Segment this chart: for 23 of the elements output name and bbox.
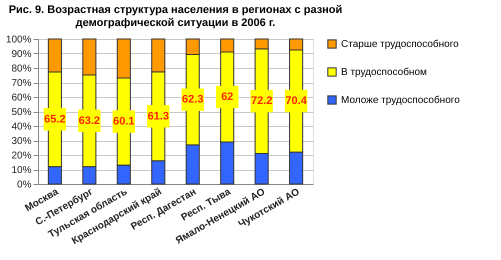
y-tick-label: 30% xyxy=(11,136,32,147)
y-tick-label: 40% xyxy=(11,122,32,132)
data-label: 65.2 xyxy=(44,113,66,126)
data-label: 62.3 xyxy=(182,94,204,106)
legend-label: Моложе трудоспособного xyxy=(341,95,460,106)
data-label: 62 xyxy=(221,91,234,103)
y-tick-label: 20% xyxy=(11,150,32,162)
y-tick-label: 50% xyxy=(11,107,32,118)
y-tick-label: 80% xyxy=(11,64,32,74)
y-tick-label: 100% xyxy=(6,34,32,46)
y-tick-label: 60% xyxy=(11,92,32,104)
y-tick-label: 90% xyxy=(11,49,32,60)
legend-label: Старше трудоспособного xyxy=(341,39,460,50)
legend-label: В трудоспособном xyxy=(341,67,428,78)
data-label: 63.2 xyxy=(78,114,100,127)
data-label: 70.4 xyxy=(285,95,308,108)
y-tick-label: 0% xyxy=(17,180,32,190)
data-label: 72.2 xyxy=(250,95,272,108)
chart-title: Рис. 9. Возрастная структура населения в регионах с разной демографической ситуации в 2006 г. xyxy=(8,4,342,29)
data-label: 61.3 xyxy=(148,110,169,122)
data-label: 60.1 xyxy=(113,116,135,128)
y-tick-label: 70% xyxy=(11,78,32,89)
y-tick-label: 10% xyxy=(11,165,32,176)
